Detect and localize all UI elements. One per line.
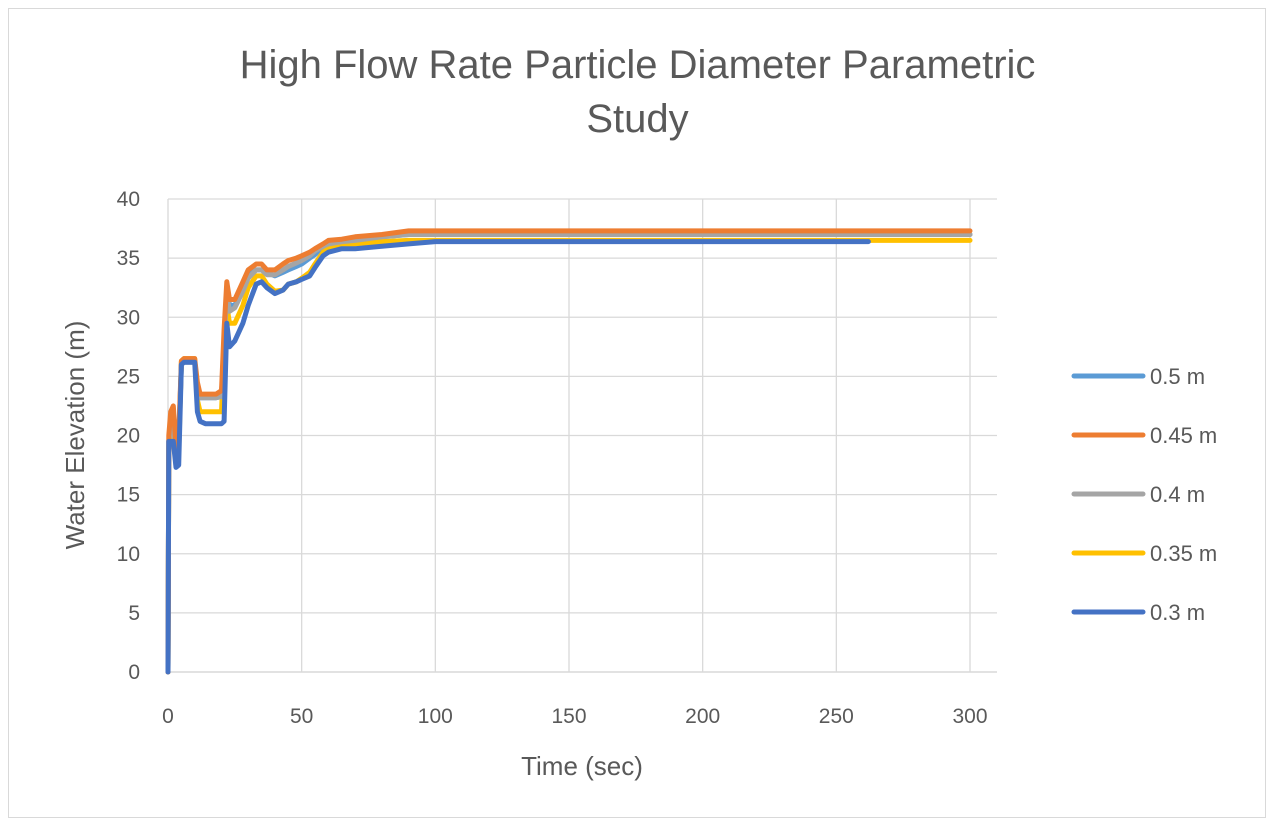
- legend-label: 0.45 m: [1150, 423, 1217, 448]
- legend-label: 0.35 m: [1150, 541, 1217, 566]
- x-tick-label: 100: [418, 705, 453, 728]
- y-tick-label: 35: [117, 247, 140, 270]
- legend-label: 0.5 m: [1150, 364, 1205, 389]
- y-tick-label: 10: [117, 543, 140, 566]
- legend-label: 0.3 m: [1150, 600, 1205, 625]
- x-tick-label: 50: [290, 705, 313, 728]
- y-tick-label: 30: [117, 306, 140, 329]
- y-tick-label: 20: [117, 425, 140, 448]
- gridlines: [167, 198, 997, 672]
- x-tick-label: 250: [819, 705, 854, 728]
- y-tick-label: 15: [117, 484, 140, 507]
- y-axis-title: Water Elevation (m): [60, 321, 90, 550]
- chart-title-line-2: Study: [586, 97, 689, 141]
- x-axis-title: Time (sec): [521, 751, 643, 781]
- x-tick-label: 200: [685, 705, 720, 728]
- tick-labels: 0 5 10 15 20 25 30 35 40 0 50 100 150 200 250 300: [117, 188, 988, 728]
- legend-label: 0.4 m: [1150, 482, 1205, 507]
- legend: 0.5 m 0.45 m 0.4 m 0.35 m 0.3 m: [1071, 364, 1217, 625]
- series-lines: [165, 228, 973, 675]
- y-tick-label: 0: [128, 661, 140, 684]
- y-tick-label: 5: [128, 602, 140, 625]
- series-line-0-3-m: [165, 239, 871, 675]
- chart-title-line-1: High Flow Rate Particle Diameter Paramet…: [239, 43, 1036, 87]
- x-tick-label: 0: [162, 705, 174, 728]
- y-tick-label: 25: [117, 365, 140, 388]
- y-tick-label: 40: [117, 188, 140, 211]
- x-tick-label: 300: [952, 705, 987, 728]
- chart-title: High Flow Rate Particle Diameter Paramet…: [0, 38, 1275, 146]
- x-tick-label: 150: [551, 705, 586, 728]
- series-line-0-45-m: [165, 228, 973, 675]
